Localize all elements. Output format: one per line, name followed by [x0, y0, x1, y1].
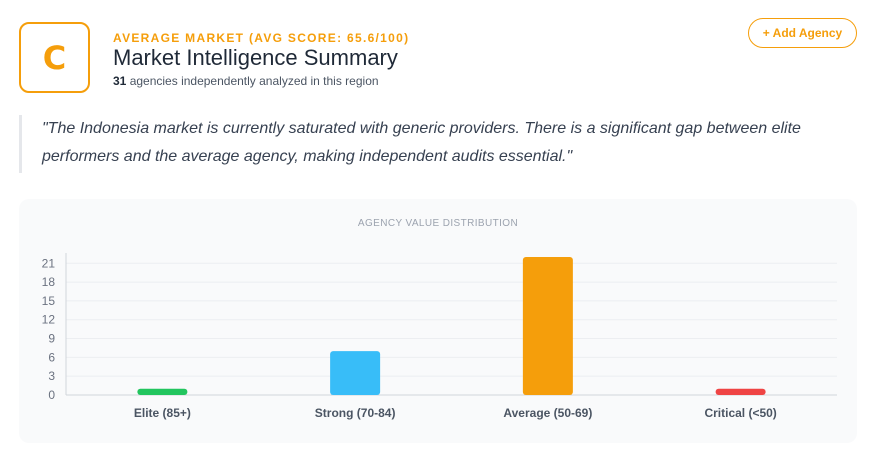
y-tick-label: 6 [48, 350, 55, 364]
x-tick-label: Strong (70-84) [315, 406, 396, 420]
distribution-chart: 0 3 6 9 12 15 18 21 Elite (85+) Strong (70-84) Ave… [42, 253, 837, 420]
bar-critical [715, 388, 766, 395]
y-tick-label: 0 [48, 388, 55, 402]
y-tick-label: 9 [48, 332, 55, 346]
bar-strong [330, 351, 381, 395]
market-insight-quote: "The Indonesia market is currently satur… [19, 115, 839, 173]
x-tick-label: Critical (<50) [704, 406, 776, 420]
page-title: Market Intelligence Summary [113, 45, 398, 70]
agency-count: 31 [113, 74, 127, 88]
chart-title: AGENCY VALUE DISTRIBUTION [357, 218, 519, 229]
x-tick-label: Average (50-69) [503, 406, 592, 420]
add-agency-button[interactable]: + Add Agency [748, 18, 857, 48]
bar-average [522, 257, 573, 395]
distribution-chart-card: AGENCY VALUE DISTRIBUTION 0 3 6 9 12 15 18 21 El… [19, 199, 857, 443]
y-tick-label: 12 [42, 313, 56, 327]
x-tick-label: Elite (85+) [134, 406, 191, 420]
bar-elite [137, 388, 188, 395]
y-tick-label: 21 [42, 256, 56, 270]
y-tick-label: 18 [42, 275, 56, 289]
y-tick-label: 3 [48, 369, 55, 383]
y-tick-label: 15 [42, 294, 56, 308]
market-status-label: AVERAGE MARKET (AVG SCORE: 65.6/100) [113, 31, 410, 45]
agency-count-subtitle: 31 agencies independently analyzed in th… [113, 74, 379, 88]
subtitle-text: agencies independently analyzed in this … [126, 74, 379, 88]
market-grade-badge: C [19, 22, 90, 93]
